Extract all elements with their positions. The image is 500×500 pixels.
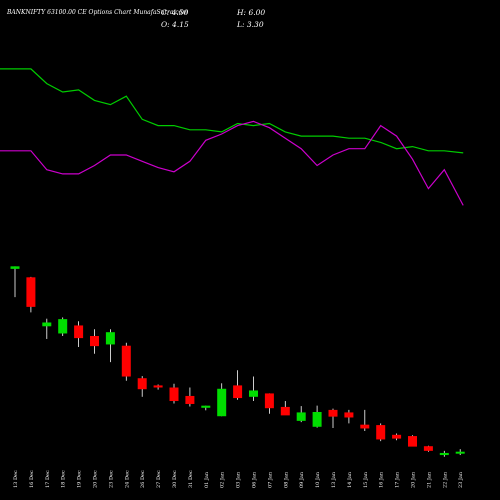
x-tick-label: 20 Dec	[93, 470, 99, 488]
close-value: C: 4.50	[161, 8, 189, 17]
candle	[105, 329, 115, 363]
candle	[217, 383, 227, 417]
x-tick-label: 16 Jan	[379, 471, 385, 488]
indicator-lines	[0, 68, 464, 206]
open-value: O: 4.15	[161, 20, 189, 29]
candle	[153, 384, 163, 390]
candle	[328, 408, 338, 429]
indicator-line-1	[0, 68, 464, 154]
x-tick-label: 19 Dec	[77, 470, 83, 488]
candle	[312, 405, 322, 428]
candle-body	[74, 325, 84, 339]
candle	[376, 423, 386, 442]
candle-body	[249, 390, 258, 397]
x-tick-label: 21 Jan	[426, 471, 432, 488]
candle	[439, 450, 449, 457]
candle-body	[328, 409, 338, 417]
candle	[408, 435, 417, 447]
candle	[58, 317, 68, 336]
candle-body	[360, 424, 370, 429]
x-tick-label: 09 Jan	[299, 471, 305, 488]
candle	[169, 383, 179, 404]
candle-body	[408, 436, 417, 447]
candle	[423, 445, 433, 452]
candle-body	[10, 266, 20, 269]
x-tick-label: 13 Dec	[13, 470, 19, 488]
x-axis-labels: 13 Dec 16 Dec 17 Dec 18 Dec 19 Dec 20 Dec 23 D…	[13, 470, 464, 488]
x-tick-label: 17 Jan	[395, 471, 401, 488]
x-tick-label: 13 Jan	[331, 471, 337, 488]
candle-body	[423, 446, 433, 451]
candle-body	[233, 385, 243, 399]
candle	[264, 393, 274, 414]
candle	[249, 376, 258, 402]
x-tick-label: 02 Jan	[220, 471, 226, 488]
candle-body	[42, 322, 52, 327]
candle	[344, 409, 354, 424]
candle-body	[376, 425, 386, 440]
x-tick-label: 22 Jan	[442, 471, 448, 488]
x-tick-label: 14 Jan	[347, 471, 353, 488]
candle-body	[185, 395, 195, 404]
x-tick-label: 07 Jan	[267, 471, 273, 488]
candle-body	[264, 393, 274, 409]
x-tick-label: 01 Jan	[204, 471, 210, 488]
candle	[201, 405, 211, 411]
x-tick-label: 23 Dec	[108, 470, 114, 488]
x-tick-label: 10 Jan	[315, 471, 321, 488]
candle	[360, 409, 370, 431]
x-tick-label: 15 Jan	[363, 471, 369, 488]
chart-title: BANKNIFTY 63100.00 CE Options Chart Muna…	[7, 9, 188, 16]
candle-body	[169, 387, 179, 402]
x-tick-label: 31 Dec	[188, 470, 194, 488]
indicator-line-2	[0, 120, 464, 206]
candle	[90, 329, 99, 354]
x-tick-label: 18 Dec	[61, 470, 67, 488]
candle	[10, 266, 20, 298]
x-tick-label: 08 Jan	[283, 471, 289, 488]
candle-body	[90, 336, 99, 347]
x-tick-label: 17 Dec	[45, 470, 51, 488]
candle-body	[58, 319, 68, 334]
candle	[185, 387, 195, 407]
x-tick-label: 20 Jan	[411, 471, 417, 488]
x-tick-label: 23 Jan	[458, 471, 464, 488]
candle-body	[121, 345, 131, 377]
x-tick-label: 03 Jan	[236, 471, 242, 488]
candle	[233, 370, 243, 400]
high-value: H: 6.00	[237, 8, 266, 17]
candle-body	[201, 405, 211, 408]
candle	[74, 321, 84, 347]
candle-body	[312, 412, 322, 427]
candle	[280, 401, 290, 416]
candle	[455, 449, 465, 456]
candle-body	[105, 332, 115, 345]
x-tick-label: 26 Dec	[140, 470, 146, 488]
candle	[42, 318, 52, 339]
candle-body	[392, 434, 402, 439]
candle	[26, 276, 36, 313]
candle-body	[137, 378, 147, 390]
low-value: L: 3.30	[237, 20, 264, 29]
candlesticks	[10, 266, 465, 457]
candle-body	[153, 385, 163, 388]
candle-body	[217, 388, 227, 417]
candle	[392, 433, 402, 441]
candle-body	[280, 406, 290, 416]
candle-body	[26, 277, 36, 307]
x-tick-label: 27 Dec	[156, 470, 162, 488]
x-tick-label: 30 Dec	[172, 470, 178, 488]
candle-body	[344, 412, 354, 418]
candle	[121, 342, 131, 381]
x-tick-label: 16 Dec	[29, 470, 35, 488]
candle-body	[296, 412, 306, 421]
x-tick-label: 06 Jan	[252, 471, 258, 488]
candle-body	[455, 451, 465, 454]
x-tick-label: 24 Dec	[124, 470, 130, 488]
candle	[137, 376, 147, 397]
candle-body	[439, 452, 449, 456]
candle	[296, 406, 306, 423]
